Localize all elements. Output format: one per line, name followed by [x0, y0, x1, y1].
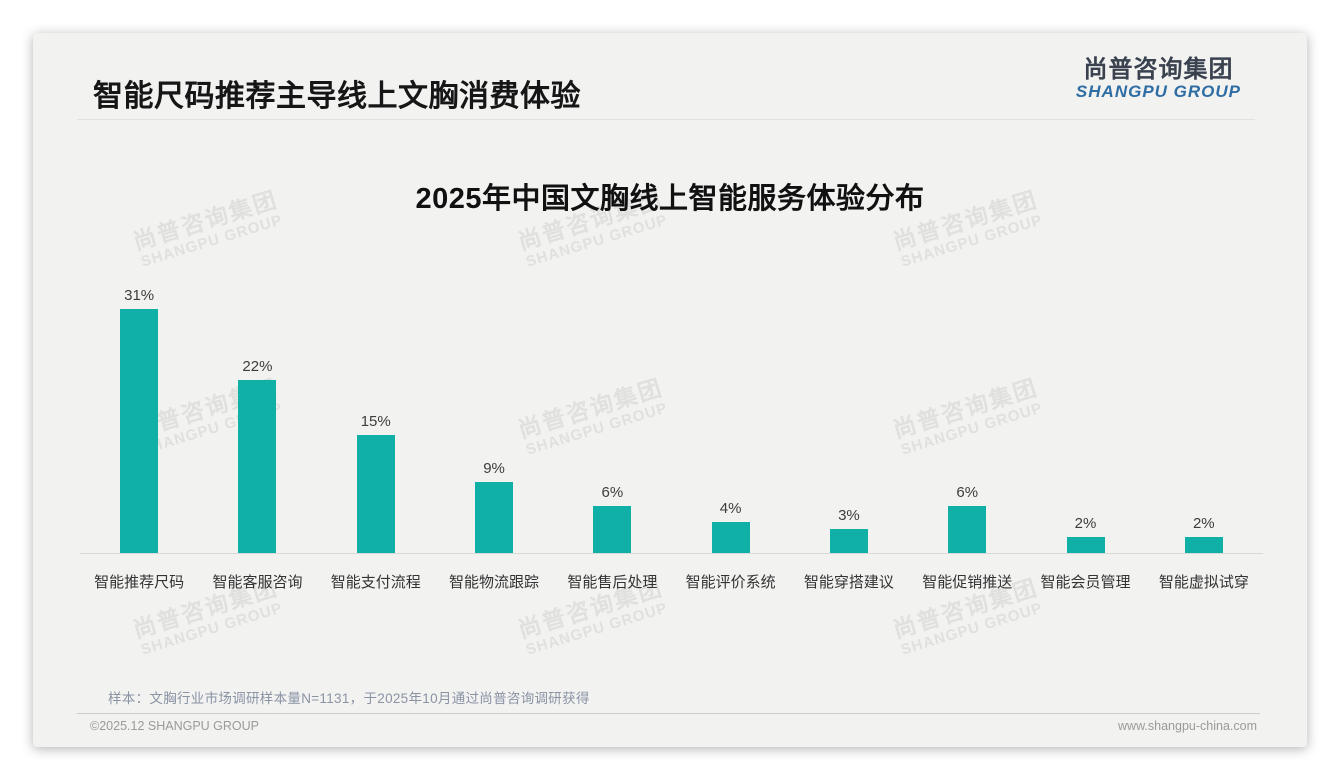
bar-column: 31%: [80, 287, 198, 553]
watermark-english-text: SHANGPU GROUP: [139, 599, 285, 660]
watermark-english-text: SHANGPU GROUP: [899, 599, 1045, 660]
category-label: 智能穿搭建议: [803, 574, 894, 591]
logo-chinese-text: 尚普咨询集团: [1083, 56, 1234, 83]
value-label: 6%: [601, 484, 624, 501]
bar: [356, 435, 395, 553]
value-label: 15%: [360, 413, 391, 430]
bar-column: 22%: [198, 358, 316, 553]
value-label: 22%: [242, 358, 273, 375]
category-label: 智能促销推送: [922, 574, 1013, 591]
bar-column: 9%: [435, 460, 553, 553]
bar: [829, 529, 868, 553]
value-label: 9%: [483, 460, 505, 477]
value-label: 4%: [719, 500, 742, 517]
header-divider: [77, 119, 1255, 120]
category-label: 智能支付流程: [330, 574, 421, 591]
logo-english-text: SHANGPU GROUP: [1075, 82, 1241, 102]
bar-column: 6%: [553, 484, 671, 553]
page-title: 智能尺码推荐主导线上文胸消费体验: [93, 80, 581, 113]
watermark-english-text: SHANGPU GROUP: [524, 211, 670, 272]
category-label: 智能会员管理: [1040, 574, 1131, 591]
value-label: 3%: [838, 507, 860, 524]
value-label: 6%: [956, 484, 979, 501]
bar-column: 2%: [1145, 515, 1263, 553]
report-card: 智能尺码推荐主导线上文胸消费体验 尚普咨询集团 SHANGPU GROUP 尚普…: [33, 33, 1307, 747]
category-label: 智能虚拟试穿: [1158, 574, 1249, 591]
chart-title: 2025年中国文胸线上智能服务体验分布: [415, 183, 925, 215]
bar-column: 3%: [790, 507, 908, 553]
watermark-english-text: SHANGPU GROUP: [899, 211, 1045, 272]
category-label: 智能推荐尺码: [94, 574, 185, 591]
company-logo: 尚普咨询集团 SHANGPU GROUP: [1075, 56, 1241, 102]
bar: [593, 506, 632, 553]
watermark-english-text: SHANGPU GROUP: [139, 211, 285, 272]
copyright-text: ©2025.12 SHANGPU GROUP: [90, 719, 259, 733]
bar: [1184, 537, 1223, 553]
sample-note: 样本：文胸行业市场调研样本量N=1131，于2025年10月通过尚普咨询调研获得: [108, 691, 590, 706]
website-url: www.shangpu-china.com: [1118, 719, 1257, 733]
bar: [120, 309, 159, 553]
footer-divider: [77, 713, 1260, 714]
category-axis: 智能推荐尺码 智能客服咨询 智能支付流程 智能物流跟踪 智能售后处理 智能评价系统 智能穿搭…: [80, 571, 1263, 592]
watermark-english-text: SHANGPU GROUP: [524, 599, 670, 660]
category-label: 智能评价系统: [685, 574, 776, 591]
bar-column: 6%: [908, 484, 1026, 553]
value-label: 2%: [1074, 515, 1097, 532]
bar-column: 4%: [671, 500, 789, 553]
bar: [475, 482, 514, 553]
bar-plot: 31% 22% 15% 9% 6% 4% 3% 6% 2% 2%: [80, 273, 1263, 554]
bar: [948, 506, 987, 553]
bar-column: 15%: [317, 413, 435, 553]
category-label: 智能物流跟踪: [449, 574, 540, 591]
category-label: 智能客服咨询: [212, 574, 303, 591]
value-label: 31%: [124, 287, 155, 304]
bar: [238, 380, 277, 553]
bar: [711, 522, 750, 553]
bar-column: 2%: [1026, 515, 1144, 553]
category-label: 智能售后处理: [567, 574, 658, 591]
bar: [1066, 537, 1105, 553]
value-label: 2%: [1192, 515, 1215, 532]
